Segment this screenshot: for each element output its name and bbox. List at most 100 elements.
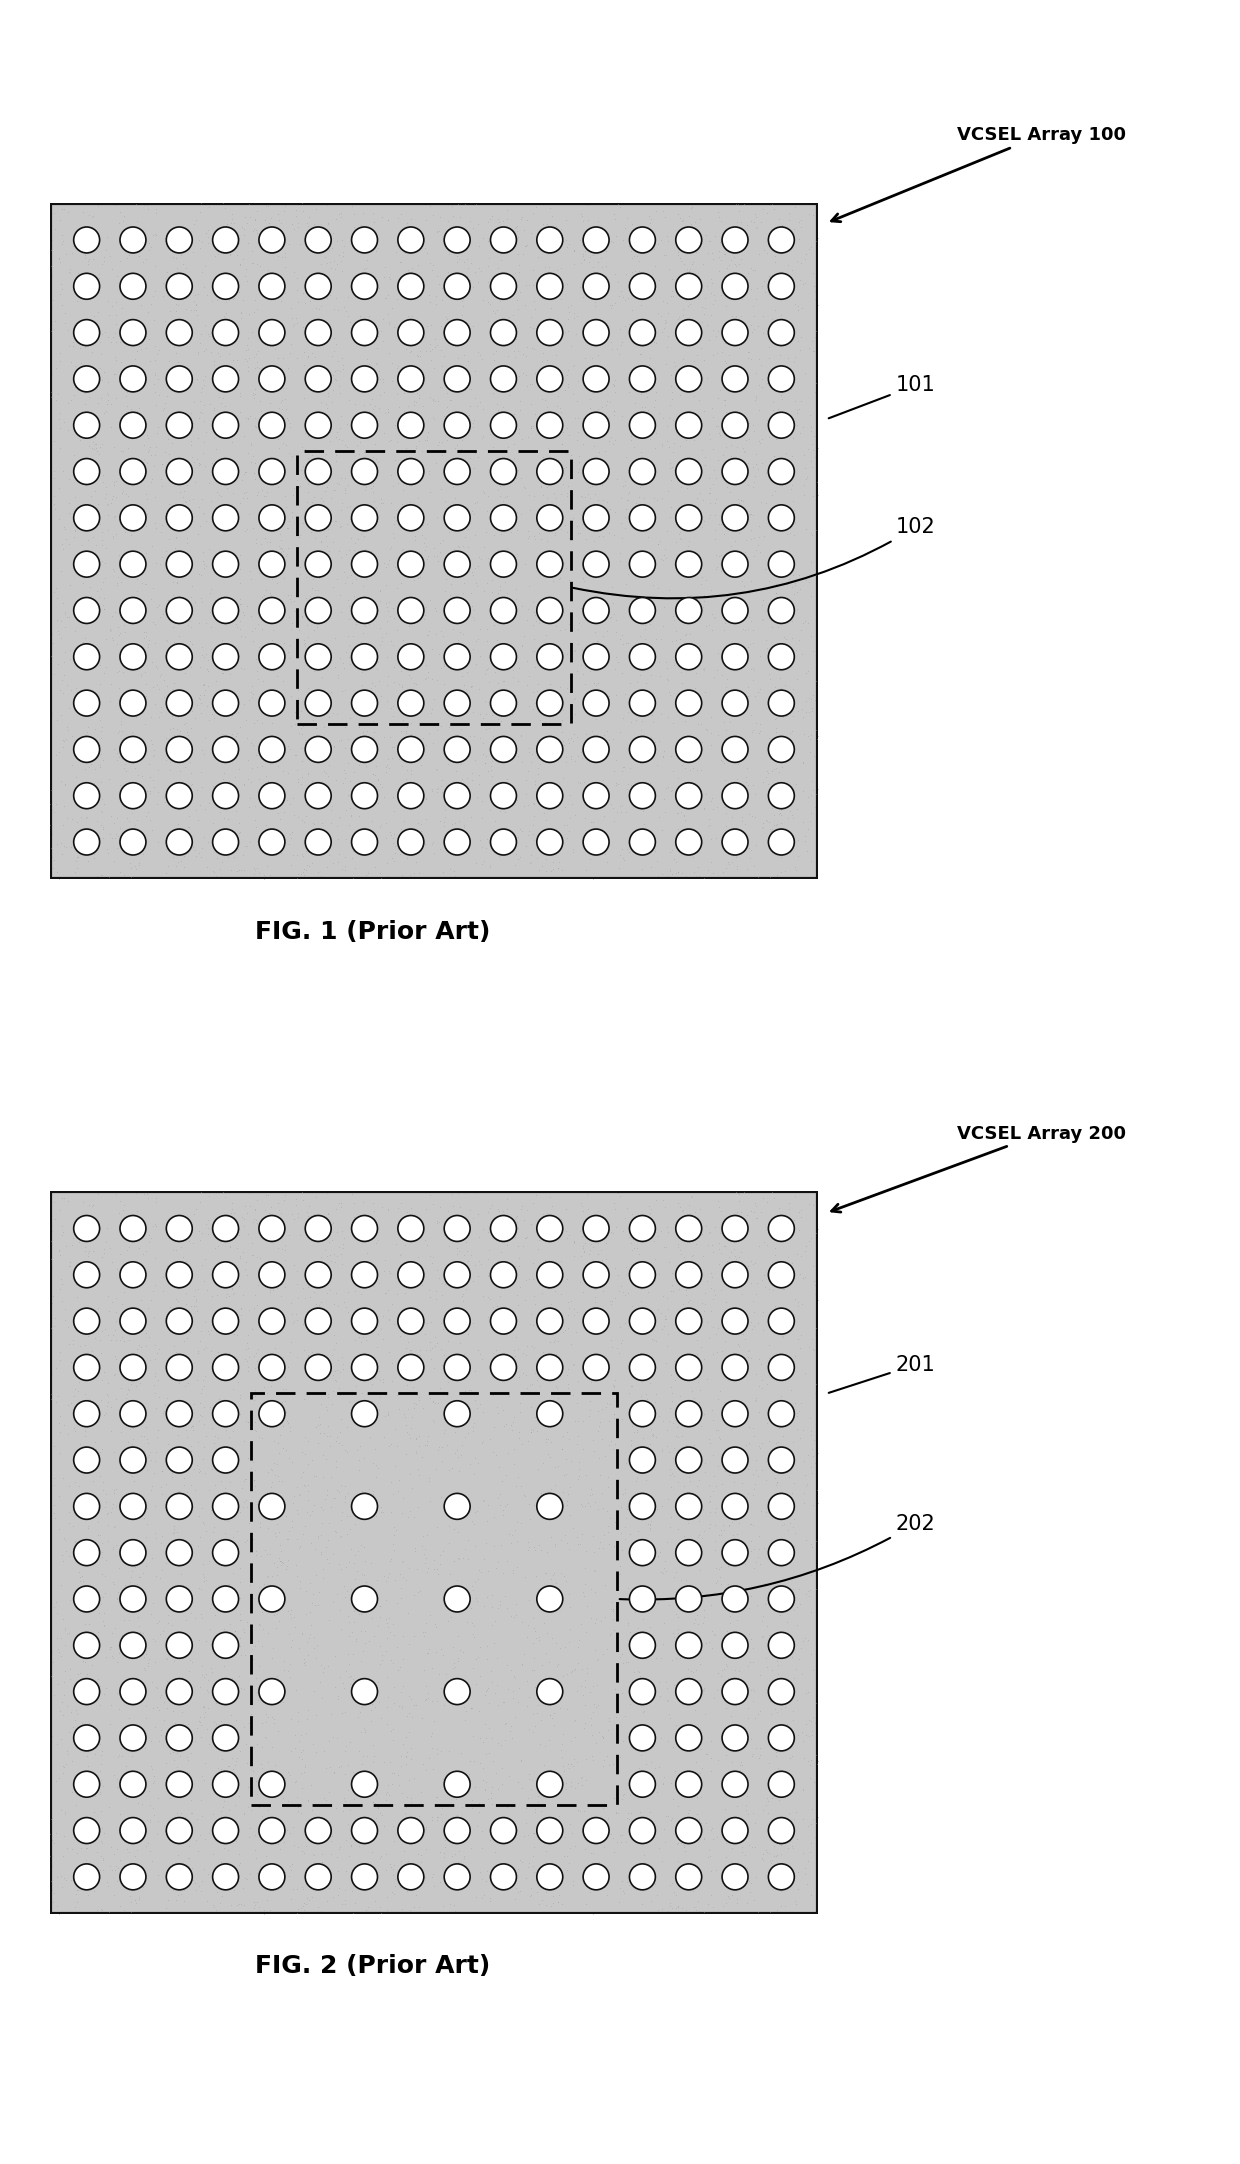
Point — [343, 643, 363, 677]
Point — [546, 1404, 565, 1439]
Point — [719, 258, 739, 292]
Point — [525, 1653, 544, 1688]
Point — [99, 615, 119, 649]
Point — [794, 1742, 813, 1777]
Point — [126, 1368, 146, 1402]
Point — [403, 1264, 423, 1298]
Point — [771, 1692, 791, 1727]
Point — [378, 1601, 398, 1636]
Point — [790, 571, 810, 606]
Point — [482, 718, 502, 753]
Point — [360, 606, 379, 641]
Point — [295, 805, 315, 840]
Point — [600, 1502, 620, 1536]
Point — [196, 550, 216, 584]
Point — [409, 1889, 429, 1924]
Point — [676, 788, 696, 822]
Circle shape — [398, 320, 424, 346]
Point — [446, 1562, 466, 1597]
Point — [722, 1878, 742, 1913]
Point — [786, 766, 806, 801]
Point — [253, 662, 273, 697]
Point — [631, 1272, 651, 1307]
Point — [510, 840, 529, 874]
Point — [336, 1822, 356, 1857]
Point — [270, 206, 290, 240]
Point — [295, 558, 315, 593]
Circle shape — [120, 1725, 146, 1751]
Point — [303, 805, 322, 840]
Point — [805, 439, 825, 474]
Point — [360, 1472, 379, 1506]
Point — [673, 221, 693, 255]
Point — [81, 578, 100, 612]
Point — [621, 368, 641, 403]
Point — [403, 1370, 423, 1404]
Point — [676, 1634, 696, 1668]
Point — [286, 738, 306, 773]
Point — [432, 1632, 451, 1666]
Point — [608, 1469, 627, 1504]
Point — [572, 1487, 591, 1521]
Point — [729, 1506, 749, 1541]
Point — [115, 1569, 135, 1604]
Point — [564, 1225, 584, 1259]
Point — [521, 1878, 541, 1913]
Point — [118, 1233, 138, 1268]
Point — [645, 383, 665, 418]
Point — [148, 669, 167, 703]
Point — [319, 1409, 339, 1443]
Point — [366, 1225, 386, 1259]
Point — [186, 1822, 206, 1857]
Point — [79, 1584, 99, 1619]
Point — [270, 283, 290, 318]
Point — [192, 396, 212, 431]
Point — [419, 1272, 439, 1307]
Point — [785, 1593, 805, 1627]
Point — [159, 647, 179, 682]
Point — [744, 1673, 764, 1707]
Point — [265, 1749, 285, 1783]
Point — [170, 264, 190, 299]
Point — [291, 599, 311, 634]
Point — [464, 718, 484, 753]
Point — [110, 705, 130, 740]
Point — [625, 1387, 645, 1422]
Point — [357, 242, 377, 277]
Point — [362, 1688, 382, 1723]
Point — [92, 736, 112, 770]
Point — [128, 1785, 148, 1820]
Point — [229, 751, 249, 786]
Point — [801, 1878, 821, 1913]
Point — [713, 437, 733, 472]
Point — [134, 221, 154, 255]
Point — [316, 387, 336, 422]
Point — [215, 301, 234, 335]
Point — [691, 1485, 711, 1519]
Point — [624, 1301, 644, 1335]
Circle shape — [583, 1355, 609, 1381]
Point — [551, 1556, 570, 1591]
Point — [652, 1433, 672, 1467]
Point — [594, 1309, 614, 1344]
Point — [219, 602, 239, 636]
Point — [267, 638, 286, 673]
Point — [332, 253, 352, 288]
Point — [656, 1229, 676, 1264]
Point — [69, 547, 89, 582]
Point — [370, 573, 389, 608]
Point — [259, 398, 279, 433]
Point — [618, 1275, 637, 1309]
Point — [257, 474, 277, 509]
Point — [422, 1800, 441, 1835]
Point — [93, 812, 113, 846]
Point — [510, 1874, 529, 1909]
Point — [222, 697, 242, 731]
Point — [317, 1472, 337, 1506]
Point — [404, 1389, 424, 1424]
Point — [45, 658, 64, 692]
Point — [263, 705, 283, 740]
Circle shape — [352, 1772, 377, 1798]
Circle shape — [491, 1307, 516, 1333]
Point — [365, 1785, 384, 1820]
